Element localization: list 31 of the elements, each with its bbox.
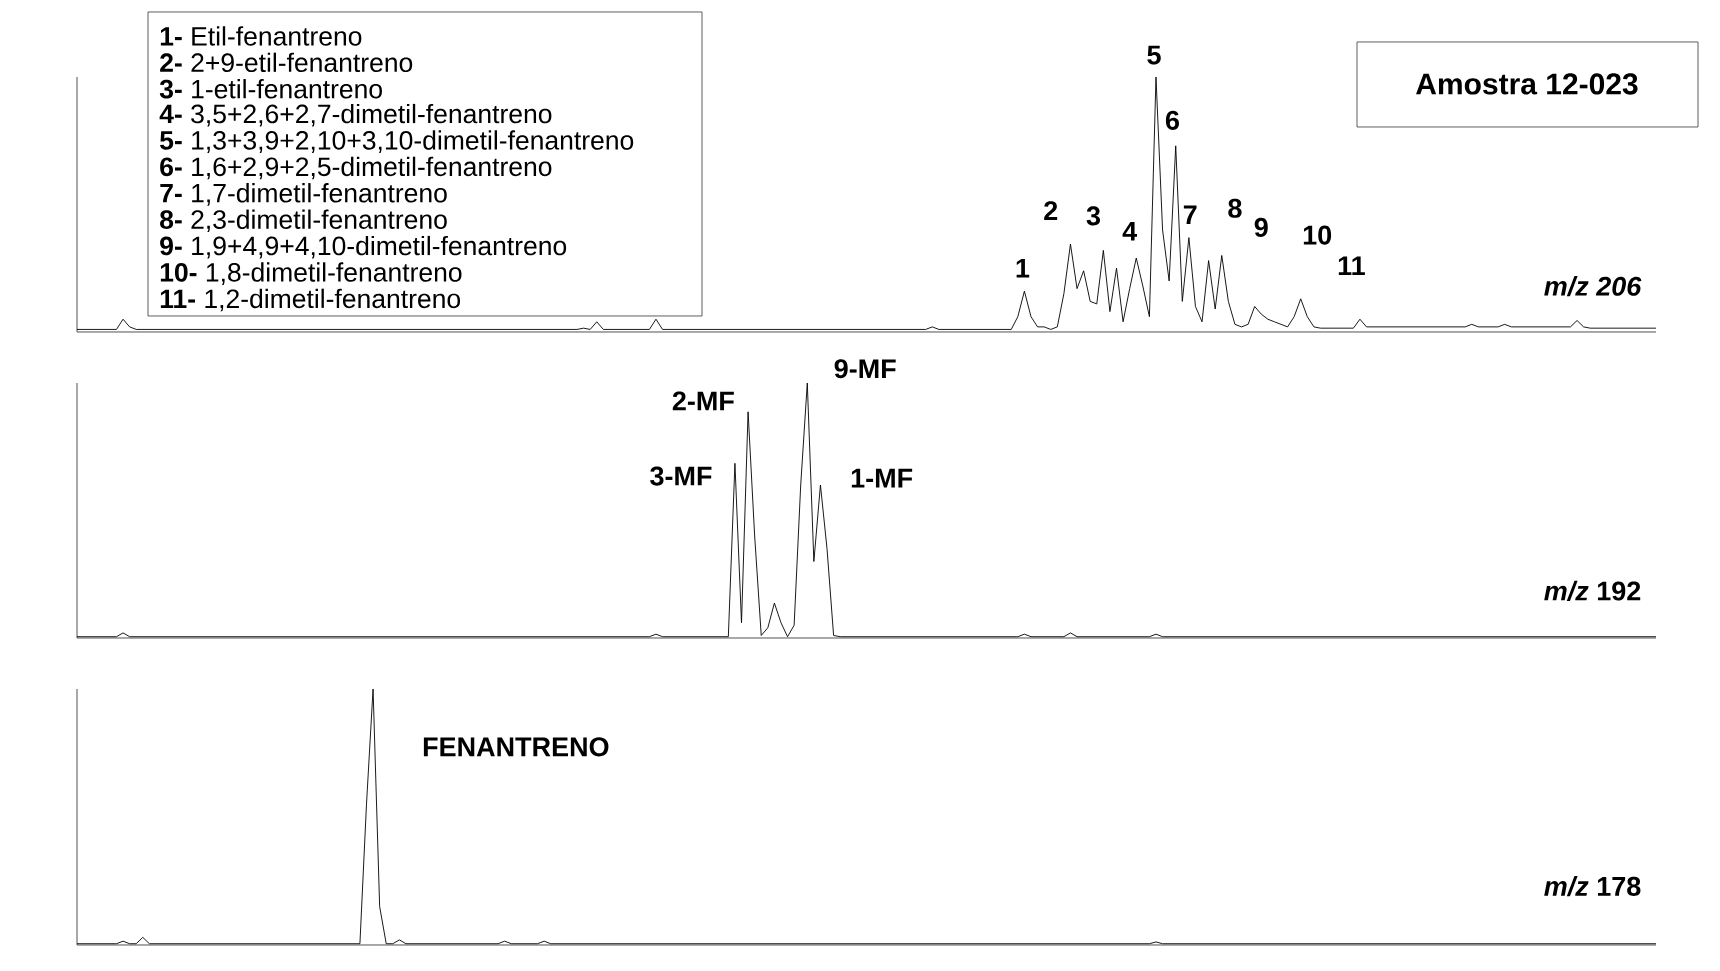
annotation: 2-MF	[672, 391, 734, 411]
annotation: 9- 1,9+4,9+4,10-dimetil-fenantreno	[160, 235, 567, 259]
series-label: m/z 206	[1544, 276, 1642, 297]
annotation: 3- 1-etil-fenantreno	[159, 79, 382, 99]
annotation: 1	[1016, 258, 1030, 278]
annotation: 4- 3,5+2,6+2,7-dimetil-fenantreno	[159, 103, 552, 127]
annotation: 3	[1086, 206, 1101, 226]
annotation: 7- 1,7-dimetil-fenantreno	[160, 183, 447, 206]
annotation: 8- 2,3-dimetil-fenantreno	[160, 209, 447, 233]
text: 5	[1147, 45, 1161, 65]
series-label: m/z 178	[1544, 876, 1641, 897]
chart-title: Amostra 12-023	[1416, 73, 1638, 95]
text: 2- 2+9-etil-fenantreno	[160, 52, 413, 73]
annotation: 6- 1,6+2,9+2,5-dimetil-fenantreno	[160, 156, 552, 180]
series-label: m/z 192	[1544, 580, 1641, 601]
text: 9-MF	[834, 359, 896, 379]
annotation: 5- 1,3+3,9+2,10+3,10-dimetil-fenantreno	[160, 130, 634, 153]
annotation: 11- 1,2-dimetil-fenantreno	[160, 288, 461, 312]
annotation: 1-MF	[851, 468, 913, 488]
annotation: 4	[1122, 221, 1138, 241]
annotation: 10	[1303, 225, 1332, 245]
annotation: 11	[1338, 256, 1365, 275]
annotation: FENANTRENO	[423, 737, 609, 757]
annotation: 7	[1183, 205, 1197, 224]
annotation: 8	[1228, 198, 1242, 218]
annotation: 6	[1165, 110, 1179, 130]
annotation: 2	[1044, 201, 1058, 221]
annotation: 9	[1254, 217, 1268, 237]
text: 1- Etil-fenantreno	[160, 26, 362, 46]
annotation: 10- 1,8-dimetil-fenantreno	[160, 262, 462, 285]
annotation: 3-MF	[650, 466, 712, 486]
